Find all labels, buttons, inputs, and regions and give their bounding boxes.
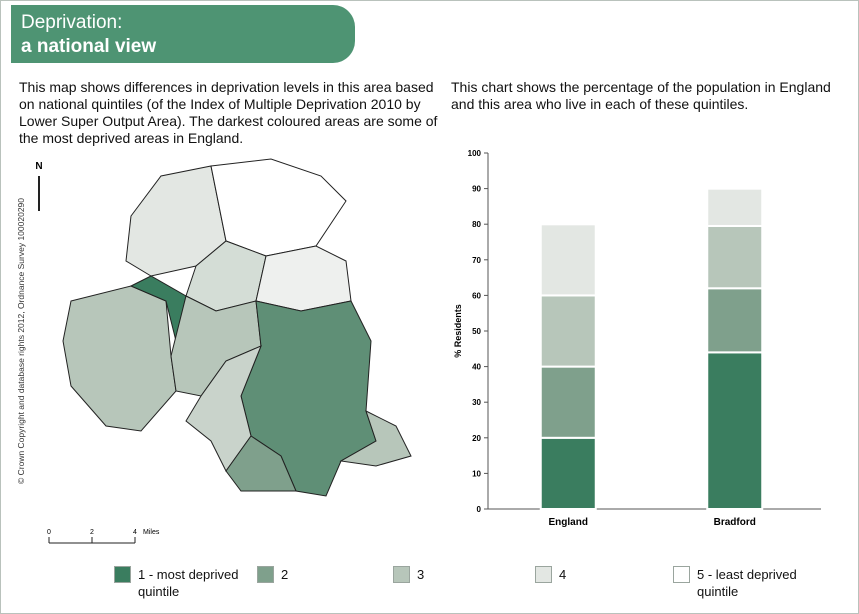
header: Deprivation: a national view	[11, 5, 355, 63]
bar-segment	[706, 187, 764, 227]
chart-description: This chart shows the percentage of the p…	[451, 79, 831, 112]
legend-swatch	[673, 566, 690, 583]
bar-segment	[706, 224, 764, 290]
legend-label: 4	[559, 567, 567, 582]
legend-label: 1 - most deprived quintile	[138, 567, 239, 599]
y-tick-label: 40	[472, 363, 481, 372]
bar-segment	[706, 287, 764, 354]
bar-segment	[539, 436, 597, 510]
y-tick-label: 80	[472, 220, 481, 229]
scale-bar	[48, 537, 136, 544]
y-axis-label: % Residents	[453, 304, 463, 358]
legend-label: 5 - least deprived quintile	[697, 567, 797, 599]
bar-segment	[539, 365, 597, 439]
map-description: This map shows differences in deprivatio…	[19, 79, 438, 146]
title-line: Deprivation:	[21, 12, 123, 33]
y-tick-label: 20	[472, 434, 481, 443]
map	[62, 158, 412, 497]
bar-segment	[706, 351, 764, 510]
bar-segment	[706, 152, 764, 190]
legend-swatch	[114, 566, 131, 583]
scale-label: 2	[90, 529, 94, 536]
y-tick-label: 100	[468, 149, 482, 158]
y-tick-label: 50	[472, 327, 481, 336]
legend-swatch	[535, 566, 552, 583]
map-region	[62, 285, 177, 432]
north-label: N	[35, 161, 42, 172]
map-region	[225, 435, 297, 492]
map-region	[210, 158, 347, 257]
legend-swatch	[257, 566, 274, 583]
map-region	[339, 410, 412, 467]
legend-label: 3	[417, 567, 425, 582]
bar-segment	[539, 152, 597, 226]
x-tick-label: England	[549, 517, 588, 528]
y-tick-label: 0	[477, 505, 482, 514]
title-line: a national view	[21, 36, 157, 57]
y-tick-label: 30	[472, 398, 481, 407]
y-tick-label: 10	[472, 469, 481, 478]
y-tick-label: 70	[472, 256, 481, 265]
scale-label: 4	[133, 529, 137, 536]
legend-label: 2	[281, 567, 289, 582]
bar-segment	[539, 223, 597, 297]
legend-swatch	[393, 566, 410, 583]
bar-segment	[539, 294, 597, 368]
copyright: © Crown Copyright and database rights 20…	[16, 198, 26, 484]
y-tick-label: 60	[472, 291, 481, 300]
chart: 0 10 20 30 40 50 60 70 80 90 100 % Residents England…	[453, 149, 821, 528]
x-tick-label: Bradford	[714, 517, 756, 528]
y-tick-label: 90	[472, 185, 481, 194]
scale-label: 0	[47, 529, 51, 536]
map-region	[255, 245, 352, 312]
scale-unit: Miles	[143, 529, 160, 536]
